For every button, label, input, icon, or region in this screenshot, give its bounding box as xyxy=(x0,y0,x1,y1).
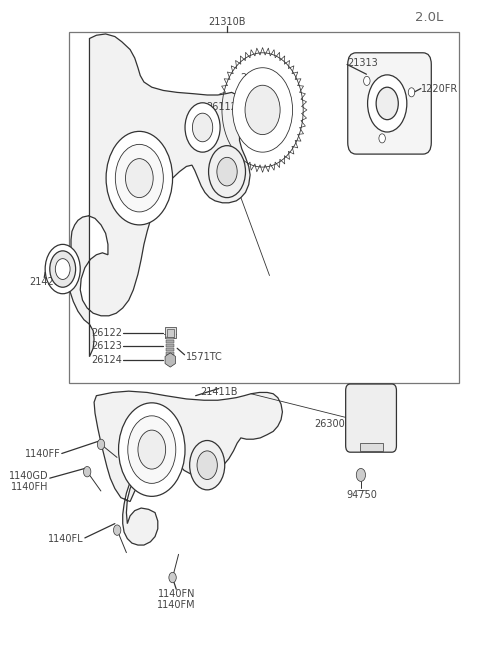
Bar xyxy=(166,341,174,343)
Text: 26123: 26123 xyxy=(91,341,122,350)
Bar xyxy=(166,352,174,355)
Text: 1140FM: 1140FM xyxy=(157,601,195,610)
Circle shape xyxy=(119,403,185,496)
Text: 2.0L: 2.0L xyxy=(415,10,443,24)
Bar xyxy=(166,337,174,339)
Text: 26300: 26300 xyxy=(315,419,346,428)
Circle shape xyxy=(97,440,105,449)
Circle shape xyxy=(169,572,176,583)
Ellipse shape xyxy=(368,75,407,132)
Text: 1220FR: 1220FR xyxy=(421,83,458,94)
Circle shape xyxy=(125,159,153,198)
Text: 21313: 21313 xyxy=(347,58,378,67)
Ellipse shape xyxy=(376,87,398,120)
Circle shape xyxy=(190,441,225,490)
Circle shape xyxy=(50,251,76,288)
Circle shape xyxy=(113,525,121,535)
Bar xyxy=(166,348,174,351)
Text: 26124: 26124 xyxy=(91,355,122,365)
Text: 26113A: 26113A xyxy=(240,73,278,83)
Circle shape xyxy=(185,103,220,152)
FancyBboxPatch shape xyxy=(346,384,396,452)
Text: 94750: 94750 xyxy=(347,490,377,500)
Circle shape xyxy=(55,259,70,280)
Circle shape xyxy=(128,416,176,483)
Text: 1140FN: 1140FN xyxy=(157,589,195,599)
Circle shape xyxy=(379,134,385,143)
Polygon shape xyxy=(94,391,282,545)
Polygon shape xyxy=(69,34,250,357)
Circle shape xyxy=(106,132,173,225)
Circle shape xyxy=(84,466,91,477)
Circle shape xyxy=(364,77,370,85)
Text: 26122: 26122 xyxy=(91,328,122,338)
Text: 1140FF: 1140FF xyxy=(25,449,61,459)
Text: 1571TC: 1571TC xyxy=(185,352,222,362)
Circle shape xyxy=(356,468,365,481)
Circle shape xyxy=(245,85,280,135)
Circle shape xyxy=(115,144,163,212)
Bar xyxy=(69,32,459,383)
Circle shape xyxy=(217,157,237,186)
Circle shape xyxy=(192,113,213,141)
Bar xyxy=(167,329,174,337)
Bar xyxy=(360,443,383,451)
Polygon shape xyxy=(165,353,176,367)
Bar xyxy=(166,345,174,347)
Circle shape xyxy=(138,430,166,469)
Text: 26112A: 26112A xyxy=(206,102,244,112)
Text: 21421: 21421 xyxy=(29,277,60,287)
Text: 1140FL: 1140FL xyxy=(48,534,84,544)
Text: 1140FH: 1140FH xyxy=(12,481,49,492)
Text: 1140GD: 1140GD xyxy=(9,470,49,481)
Circle shape xyxy=(45,244,80,293)
Circle shape xyxy=(197,451,217,479)
Circle shape xyxy=(233,67,293,152)
Text: 21411B: 21411B xyxy=(200,388,238,398)
Text: 21310B: 21310B xyxy=(208,16,245,27)
Bar xyxy=(165,328,176,338)
Circle shape xyxy=(408,88,415,97)
Circle shape xyxy=(209,145,245,198)
FancyBboxPatch shape xyxy=(348,53,432,154)
